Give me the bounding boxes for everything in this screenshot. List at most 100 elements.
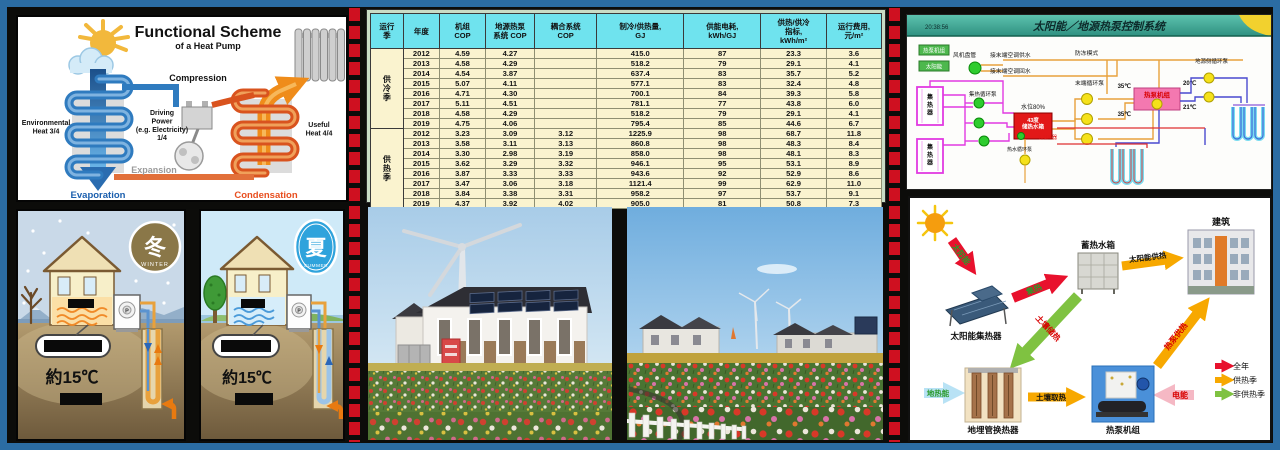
cloud xyxy=(757,264,797,274)
column-header: 机组 COP xyxy=(438,13,486,49)
redacted-caption xyxy=(235,393,273,405)
tank-label: 43度储热水箱 xyxy=(1021,116,1045,131)
table-cell: 2019 xyxy=(402,118,440,129)
performance-table-panel: 运行季年度 机组 COP 地源热泵 系统 COP 耦合系统 COP 制冷/供热量, GJ 供能电耗… xyxy=(366,9,886,209)
down-flow-arrow xyxy=(144,343,152,352)
column-header: 地源热泵 系统 COP xyxy=(484,13,536,49)
collect-heat-arrow xyxy=(1011,273,1069,303)
table-cell: 4.30 xyxy=(484,88,536,99)
ground-pump-1 xyxy=(1203,72,1215,84)
table-cell: 52.9 xyxy=(760,168,827,179)
exchanger-node-label: 地埋管换热器 xyxy=(967,425,1019,435)
table-row: 2016 4.71 4.30 700.1 84 39.3 5.8 xyxy=(371,88,883,99)
table-cell: 4.71 xyxy=(438,88,486,99)
table-cell xyxy=(533,58,598,69)
control-system-diagram: 20:38:56 太阳能／地源热泵控制系统 热泵机组 太阳能 风机盘管 接末端空… xyxy=(907,15,1271,189)
up-flow-arrow xyxy=(154,356,162,365)
winter-scene: P 約15℃ 冬 WINTER xyxy=(18,211,184,439)
building-node-label: 建筑 xyxy=(1212,216,1230,227)
collector-pump-2 xyxy=(973,117,985,129)
table-cell: 3.23 xyxy=(438,128,486,139)
solar-collector-2: 集热器 xyxy=(916,138,944,174)
cool-waves xyxy=(233,307,275,326)
table-row: 供冷季 2012 4.59 4.27 415.0 87 23.3 3.6 xyxy=(370,48,883,129)
table-cell: 99 xyxy=(683,178,762,189)
results-table-body: 供冷季 2012 4.59 4.27 415.0 87 23.3 3.6 2013 4.58 4.2… xyxy=(370,48,883,209)
distant-village xyxy=(639,315,878,356)
table-cell xyxy=(533,68,598,79)
flower-meadow xyxy=(368,371,612,417)
summer-scene: P 約15℃ 夏 SUMMER xyxy=(201,211,343,439)
performance-table: 运行季年度 机组 COP 地源热泵 系统 COP 耦合系统 COP 制冷/供热量, GJ 供能电耗… xyxy=(370,13,883,209)
building-windows xyxy=(1193,238,1249,280)
table-cell: 2016 xyxy=(402,88,440,99)
summer-badge: 夏 SUMMER xyxy=(293,218,339,276)
legend-label-heating: 供热季 xyxy=(1233,375,1257,385)
table-cell: 700.1 xyxy=(596,88,685,99)
electric-heater-label: 电加热器 xyxy=(1037,134,1057,141)
table-cell xyxy=(533,48,598,59)
table-cell: 2013 xyxy=(402,58,440,69)
table-cell: 3.19 xyxy=(533,148,598,159)
table-cell: 3.62 xyxy=(438,158,486,169)
ground-loop xyxy=(316,329,332,405)
season-cell: 供热季 xyxy=(370,128,404,209)
table-cell: 5.11 xyxy=(438,98,486,109)
table-cell: 68.7 xyxy=(760,128,827,139)
solar-flow-diagram: 太阳能 集热 太阳能供热 土壤储热 地热能 土壤取热 电能 热泵供热 太阳能集热… xyxy=(910,198,1270,440)
evaporation-label: Evaporation xyxy=(71,190,126,200)
table-cell xyxy=(533,108,598,119)
bare-tree-icon xyxy=(20,285,43,325)
temp-35-return: 35℃ xyxy=(1118,111,1132,118)
summer-card: P 約15℃ 夏 SUMMER xyxy=(199,209,345,441)
table-cell: 2015 xyxy=(402,158,440,169)
tank-node-label: 蓄热水箱 xyxy=(1081,240,1116,250)
table-cell: 8.3 xyxy=(825,148,883,159)
ground-temperature: 約15℃ xyxy=(222,368,272,387)
table-cell: 518.2 xyxy=(596,58,685,69)
table-cell: 83 xyxy=(683,68,762,79)
table-row: 2013 3.58 3.11 3.13 860.8 98 48.3 8.4 xyxy=(371,138,883,149)
winter-badge: 冬 WINTER xyxy=(128,220,182,274)
suction-pipe xyxy=(122,84,179,107)
results-table-head: 运行季年度 机组 COP 地源热泵 系统 COP 耦合系统 COP 制冷/供热量, GJ 供能电耗… xyxy=(370,13,883,49)
ground-source-side: 地源侧循环泵 xyxy=(1057,57,1265,185)
heat-pump-box: 35℃ 35℃ 热泵机组 20℃ 21℃ xyxy=(1118,80,1197,118)
table-cell: 3.12 xyxy=(533,128,598,139)
radiator-icon xyxy=(294,28,345,82)
table-cell: 4.54 xyxy=(438,68,486,79)
control-system-panel: 20:38:56 太阳能／地源热泵控制系统 热泵机组 太阳能 风机盘管 接末端空… xyxy=(906,14,1272,190)
column-header: 运行季 xyxy=(370,13,404,49)
redacted-label xyxy=(241,299,265,308)
collector-label-1: 集热器 xyxy=(926,93,934,117)
solar-flow-panel: 太阳能 集热 太阳能供热 土壤储热 地热能 土壤取热 电能 热泵供热 太阳能集热… xyxy=(908,196,1272,442)
table-cell: 53.7 xyxy=(760,188,827,199)
legend-solar: 太阳能 xyxy=(926,63,943,71)
table-row: 供热季 2012 3.23 3.09 3.12 1225.9 98 68.7 11.8 xyxy=(370,128,883,209)
table-row: 2015 5.07 4.11 577.1 83 32.4 4.8 xyxy=(371,78,883,89)
table-cell: 92 xyxy=(683,168,762,179)
photo-flower-field xyxy=(627,207,883,440)
discharge-pipe xyxy=(211,92,255,108)
table-cell: 2017 xyxy=(402,98,440,109)
table-cell: 858.0 xyxy=(596,148,685,159)
table-cell: 2018 xyxy=(402,188,440,199)
table-cell: 958.2 xyxy=(596,188,685,199)
table-cell: 2014 xyxy=(402,68,440,79)
table-cell: 98 xyxy=(683,138,762,149)
table-cell: 4.06 xyxy=(484,118,536,129)
flower-meadow-foreground xyxy=(368,412,612,440)
table-cell: 3.06 xyxy=(484,178,536,189)
storage-tank-node: 蓄热水箱 xyxy=(1077,240,1119,294)
table-cell: 5.2 xyxy=(825,68,883,79)
collector-pump-1 xyxy=(973,97,985,109)
building-node: 建筑 xyxy=(1187,216,1255,295)
table-cell: 860.8 xyxy=(596,138,685,149)
table-row: 2013 4.58 4.29 518.2 79 29.1 4.1 xyxy=(371,58,883,69)
scheme-title: Functional Scheme xyxy=(135,24,282,41)
summer-badge-char: 夏 xyxy=(306,237,328,260)
ground-piping xyxy=(1115,77,1248,147)
table-cell: 3.87 xyxy=(484,68,536,79)
photo-building-turbine xyxy=(368,207,612,440)
table-cell: 3.6 xyxy=(825,48,883,59)
